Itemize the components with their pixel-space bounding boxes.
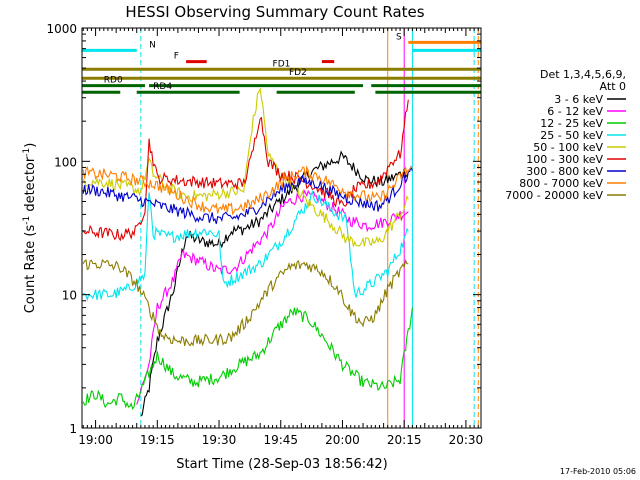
x-tick-label: 19:00 [78,433,113,447]
legend-entry-label-7: 800 - 7000 keV [519,177,603,190]
series-line-6 [82,165,413,224]
y-axis-label: Count Rate (s-1 detector-1) [22,143,38,314]
y-tick-label: 1000 [46,22,77,36]
legend-entry-label-8: 7000 - 20000 keV [505,189,603,202]
y-tick-label: 100 [54,155,77,169]
y-axis-label-sup: -1 [22,216,32,225]
chart-title: HESSI Observing Summary Count Rates [125,3,424,21]
legend-entry-label-5: 100 - 300 keV [526,153,603,166]
x-tick-label: 20:15 [387,433,422,447]
x-tick-label: 19:30 [202,433,237,447]
flag-label-f: F [174,52,179,62]
series-line-7 [82,164,413,216]
y-tick-label: 1 [69,422,77,436]
y-tick-label: 10 [62,289,77,303]
y-axis-label-sup2: -1 [22,148,32,157]
y-axis-label-main: Count Rate (s [23,225,38,314]
timestamp-footer: 17-Feb-2010 05:06 [560,467,636,476]
legend-entry-label-0: 3 - 6 keV [554,93,603,106]
legend-header-line-0: Det 1,3,4,5,6,9, [540,68,626,81]
legend-header-line-1: Att 0 [600,80,626,93]
y-axis-label-end: ) [23,143,38,148]
series-line-0 [140,150,409,417]
y-axis-label-tail: detector [23,156,38,216]
x-tick-label: 19:15 [140,433,175,447]
series-line-2 [82,306,413,410]
x-tick-label: 20:30 [449,433,484,447]
flag-label-rd4: RD4 [153,82,172,92]
legend-entry-label-6: 300 - 800 keV [526,165,603,178]
series-line-1 [136,188,409,405]
flag-label-fd2: FD2 [289,68,307,78]
series-line-5 [82,99,409,242]
series-line-8 [82,258,409,347]
legend-entry-label-1: 6 - 12 keV [547,105,603,118]
x-tick-label: 20:00 [325,433,360,447]
flag-label-n: N [149,40,156,50]
flag-label-fd1: FD1 [273,59,291,69]
series-line-4 [82,87,409,247]
flag-label-rd0: RD0 [104,76,123,86]
legend-entry-label-4: 50 - 100 keV [533,141,603,154]
x-axis-label: Start Time (28-Sep-03 18:56:42) [176,457,387,472]
legend-entry-label-2: 12 - 25 keV [540,117,603,130]
flag-label-s: S [396,32,402,42]
x-tick-label: 19:45 [263,433,298,447]
plot-frame [81,27,482,429]
legend-entry-label-3: 25 - 50 keV [540,129,603,142]
